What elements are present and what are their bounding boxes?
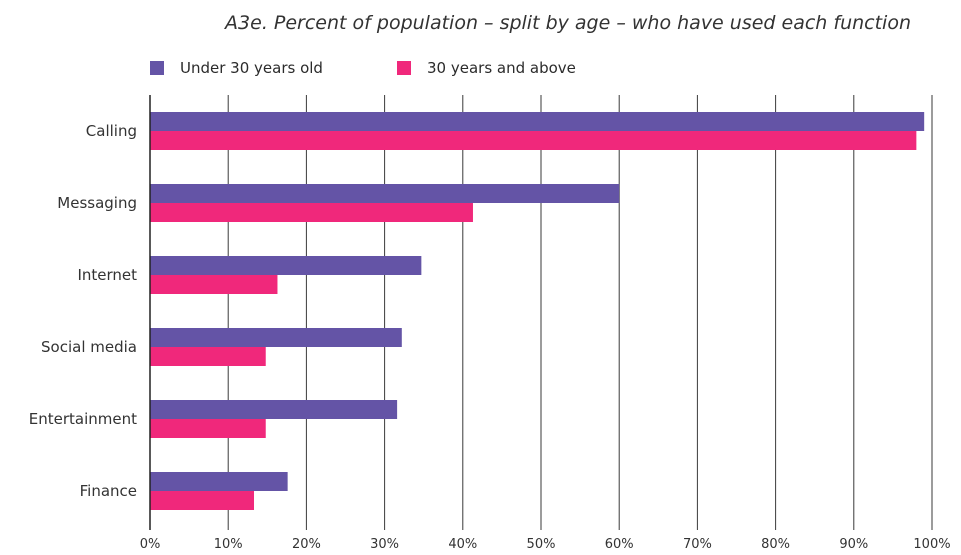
bar	[150, 184, 620, 203]
category-label: Internet	[77, 266, 137, 284]
bar	[150, 491, 255, 510]
x-tick-label: 30%	[370, 537, 399, 552]
x-tick-label: 70%	[683, 537, 712, 552]
chart-title: A3e. Percent of population – split by ag…	[225, 12, 911, 34]
legend-label-under-30: Under 30 years old	[180, 59, 323, 77]
x-tick-label: 10%	[214, 537, 243, 552]
legend-item-30-and-above: 30 years and above	[397, 58, 576, 78]
legend-label-30-and-above: 30 years and above	[427, 59, 576, 77]
legend-swatch-under-30	[150, 61, 164, 75]
x-tick-label: 0%	[140, 537, 161, 552]
bar	[150, 328, 402, 347]
category-label: Messaging	[57, 194, 137, 212]
x-tick-label: 100%	[913, 537, 950, 552]
bar	[150, 131, 917, 150]
bar	[150, 347, 266, 366]
bar	[150, 472, 288, 491]
category-label: Finance	[80, 482, 137, 500]
x-tick-label: 50%	[527, 537, 556, 552]
x-tick-label: 40%	[448, 537, 477, 552]
category-label: Calling	[86, 122, 137, 140]
legend-item-under-30: Under 30 years old	[150, 58, 323, 78]
bar	[150, 275, 278, 294]
legend-swatch-30-and-above	[397, 61, 411, 75]
bar	[150, 112, 925, 131]
x-tick-label: 90%	[839, 537, 868, 552]
x-tick-label: 20%	[292, 537, 321, 552]
x-tick-label: 60%	[605, 537, 634, 552]
x-tick-label: 80%	[761, 537, 790, 552]
bar	[150, 419, 266, 438]
bar	[150, 203, 473, 222]
category-label: Social media	[41, 338, 137, 356]
category-label: Entertainment	[29, 410, 137, 428]
bar	[150, 400, 398, 419]
bar	[150, 256, 422, 275]
